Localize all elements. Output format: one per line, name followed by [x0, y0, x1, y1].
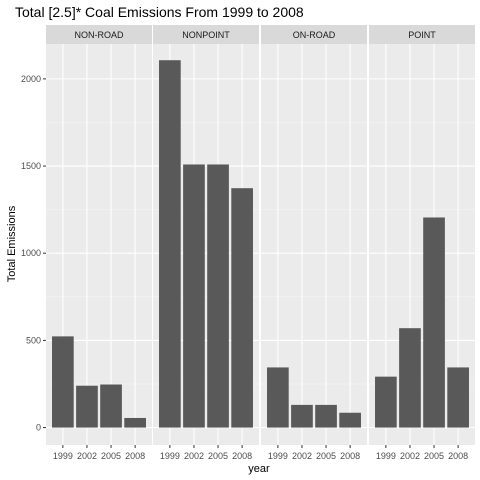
x-axis-title: year: [248, 463, 270, 475]
bar-nonpoint-1999: [159, 60, 181, 428]
bar-on-road-2002: [291, 404, 313, 428]
x-tick-label: 2008: [448, 451, 468, 461]
x-tick-label: 1999: [160, 451, 180, 461]
bar-non-road-2005: [100, 384, 122, 428]
bar-point-2002: [399, 328, 421, 428]
x-tick-label: 1999: [376, 451, 396, 461]
chart-title: Total [2.5]* Coal Emissions From 1999 to…: [15, 4, 304, 20]
facet-point: POINT 1999 2002 2005 2008: [369, 25, 475, 461]
y-tick-label: 0: [36, 423, 41, 433]
bar-non-road-2008: [124, 417, 146, 428]
facet-strip-label: NON-ROAD: [75, 30, 124, 40]
facet-strip-label: POINT: [408, 30, 436, 40]
y-tick-label: 2000: [21, 74, 41, 84]
bar-point-2005: [423, 217, 445, 428]
x-tick-label: 2002: [184, 451, 204, 461]
x-tick-label: 2008: [232, 451, 252, 461]
bar-on-road-2008: [339, 412, 361, 428]
facet-panels: NON-ROAD 1999 2002 2005 2008 NONPOINT 1999 2002…: [46, 25, 475, 461]
x-tick-label: 2005: [101, 451, 121, 461]
facet-non-road: NON-ROAD 1999 2002 2005 2008: [46, 25, 152, 461]
bar-point-2008: [447, 367, 469, 428]
x-tick-label: 2005: [316, 451, 336, 461]
x-tick-label: 2005: [424, 451, 444, 461]
facet-strip: [46, 25, 152, 44]
x-tick-label: 2002: [400, 451, 420, 461]
x-tick-label: 2002: [292, 451, 312, 461]
facet-strip-label: NONPOINT: [182, 30, 230, 40]
x-tick-label: 2005: [208, 451, 228, 461]
y-tick-label: 1000: [21, 248, 41, 258]
x-tick-label: 1999: [268, 451, 288, 461]
x-tick-label: 2008: [125, 451, 145, 461]
x-tick-label: 1999: [53, 451, 73, 461]
x-tick-label: 2002: [77, 451, 97, 461]
facet-strip: [153, 25, 259, 44]
bar-non-road-1999: [52, 336, 74, 428]
bar-on-road-2005: [315, 404, 337, 428]
y-tick-label: 1500: [21, 161, 41, 171]
bar-on-road-1999: [267, 367, 289, 428]
bar-nonpoint-2002: [183, 164, 205, 428]
y-axis: 0 500 1000 1500 2000: [21, 74, 46, 433]
bar-point-1999: [375, 376, 397, 428]
facet-strip: [369, 25, 475, 44]
facet-strip: [261, 25, 367, 44]
bar-non-road-2002: [76, 385, 98, 428]
y-tick-label: 500: [26, 335, 41, 345]
facet-on-road: ON-ROAD 1999 2002 2005 2008: [261, 25, 367, 461]
x-tick-label: 2008: [340, 451, 360, 461]
facet-strip-label: ON-ROAD: [293, 30, 336, 40]
bar-nonpoint-2005: [207, 164, 229, 428]
bar-nonpoint-2008: [231, 188, 253, 428]
facet-nonpoint: NONPOINT 1999 2002 2005 2008: [153, 25, 259, 461]
y-axis-title: Total Emissions: [6, 205, 18, 282]
